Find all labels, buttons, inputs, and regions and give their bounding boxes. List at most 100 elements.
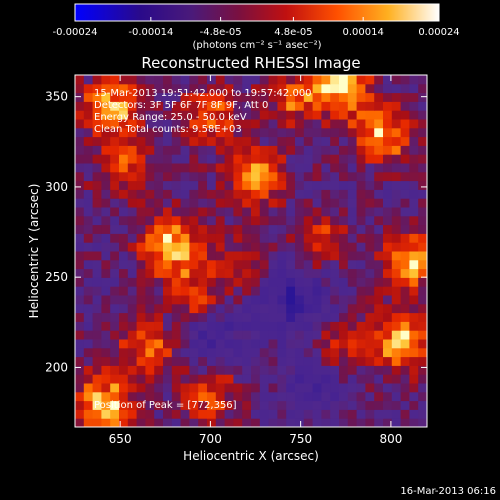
heatmap-cell bbox=[383, 92, 393, 102]
heatmap-cell bbox=[180, 391, 190, 402]
heatmap-cell bbox=[224, 251, 234, 261]
heatmap-cell bbox=[251, 251, 261, 261]
heatmap-cell bbox=[198, 83, 208, 94]
heatmap-cell bbox=[365, 83, 375, 94]
heatmap-cell bbox=[277, 259, 287, 270]
heatmap-cell bbox=[119, 303, 129, 314]
heatmap-cell bbox=[409, 347, 419, 358]
heatmap-cell bbox=[145, 268, 155, 278]
heatmap-cell bbox=[110, 83, 120, 94]
heatmap-cell bbox=[154, 198, 164, 208]
heatmap-cell bbox=[171, 321, 182, 331]
heatmap-cell bbox=[198, 75, 208, 85]
heatmap-cell bbox=[409, 277, 419, 287]
heatmap-cell bbox=[154, 251, 164, 261]
heatmap-cell bbox=[136, 374, 146, 384]
heatmap-cell bbox=[268, 339, 278, 349]
heatmap-cell bbox=[119, 189, 129, 199]
heatmap-cell bbox=[171, 101, 182, 111]
heatmap-cell bbox=[286, 233, 296, 243]
heatmap-cell bbox=[110, 224, 120, 234]
heatmap-cell bbox=[136, 110, 146, 120]
heatmap-cell bbox=[339, 391, 349, 402]
heatmap-cell bbox=[92, 339, 102, 349]
heatmap-cell bbox=[365, 119, 375, 129]
heatmap-cell bbox=[75, 207, 85, 217]
heatmap-cell bbox=[75, 409, 85, 419]
heatmap-cell bbox=[303, 119, 314, 129]
heatmap-cell bbox=[75, 400, 85, 410]
heatmap-cell bbox=[374, 339, 384, 349]
heatmap-cell bbox=[259, 145, 270, 155]
heatmap-cell bbox=[215, 233, 226, 243]
heatmap-cell bbox=[127, 259, 138, 270]
heatmap-cell bbox=[92, 391, 102, 402]
heatmap-cell bbox=[154, 365, 164, 375]
heatmap-cell bbox=[224, 180, 234, 190]
heatmap-cell bbox=[145, 136, 155, 146]
heatmap-cell bbox=[347, 347, 358, 358]
heatmap-cell bbox=[295, 145, 305, 155]
heatmap-cell bbox=[189, 180, 199, 190]
heatmap-cell bbox=[242, 374, 252, 384]
heatmap-cell bbox=[374, 163, 384, 173]
heatmap-cell bbox=[356, 391, 366, 402]
heatmap-cell bbox=[75, 224, 85, 234]
heatmap-cell bbox=[198, 92, 208, 102]
heatmap-cell bbox=[330, 127, 340, 138]
heatmap-cell bbox=[119, 295, 129, 305]
heatmap-cell bbox=[391, 391, 402, 402]
heatmap-cell bbox=[400, 215, 410, 226]
heatmap-cell bbox=[339, 312, 349, 322]
heatmap-cell bbox=[242, 312, 252, 322]
heatmap-cell bbox=[374, 418, 384, 427]
heatmap-cell bbox=[418, 383, 427, 393]
heatmap-cell bbox=[356, 400, 366, 410]
heatmap-cell bbox=[268, 365, 278, 375]
heatmap-cell bbox=[198, 409, 208, 419]
heatmap-cells bbox=[75, 75, 427, 427]
heatmap-cell bbox=[145, 75, 155, 85]
heatmap-cell bbox=[171, 400, 182, 410]
heatmap-cell bbox=[259, 418, 270, 427]
heatmap-cell bbox=[233, 356, 243, 366]
heatmap-cell bbox=[374, 171, 384, 182]
heatmap-cell bbox=[251, 145, 261, 155]
heatmap-cell bbox=[233, 171, 243, 182]
heatmap-cell bbox=[215, 83, 226, 94]
heatmap-cell bbox=[400, 383, 410, 393]
heatmap-cell bbox=[409, 189, 419, 199]
heatmap-cell bbox=[277, 145, 287, 155]
heatmap-cell bbox=[321, 391, 331, 402]
heatmap-cell bbox=[136, 119, 146, 129]
heatmap-cell bbox=[92, 286, 102, 296]
heatmap-cell bbox=[215, 295, 226, 305]
heatmap-cell bbox=[189, 295, 199, 305]
heatmap-cell bbox=[224, 127, 234, 138]
heatmap-cell bbox=[295, 303, 305, 314]
heatmap-cell bbox=[180, 189, 190, 199]
heatmap-cell bbox=[303, 145, 314, 155]
heatmap-cell bbox=[163, 163, 173, 173]
heatmap-cell bbox=[83, 251, 94, 261]
heatmap-cell bbox=[418, 136, 427, 146]
heatmap-cell bbox=[163, 383, 173, 393]
heatmap-cell bbox=[242, 110, 252, 120]
heatmap-cell bbox=[145, 312, 155, 322]
heatmap-cell bbox=[110, 321, 120, 331]
heatmap-cell bbox=[83, 321, 94, 331]
heatmap-cell bbox=[83, 268, 94, 278]
heatmap-cell bbox=[374, 356, 384, 366]
heatmap-cell bbox=[418, 391, 427, 402]
heatmap-cell bbox=[347, 145, 358, 155]
heatmap-cell bbox=[92, 92, 102, 102]
heatmap-cell bbox=[75, 277, 85, 287]
heatmap-cell bbox=[198, 374, 208, 384]
heatmap-cell bbox=[145, 347, 155, 358]
heatmap-cell bbox=[154, 418, 164, 427]
heatmap-cell bbox=[365, 321, 375, 331]
heatmap-cell bbox=[163, 303, 173, 314]
heatmap-cell bbox=[180, 154, 190, 164]
heatmap-cell bbox=[127, 189, 138, 199]
